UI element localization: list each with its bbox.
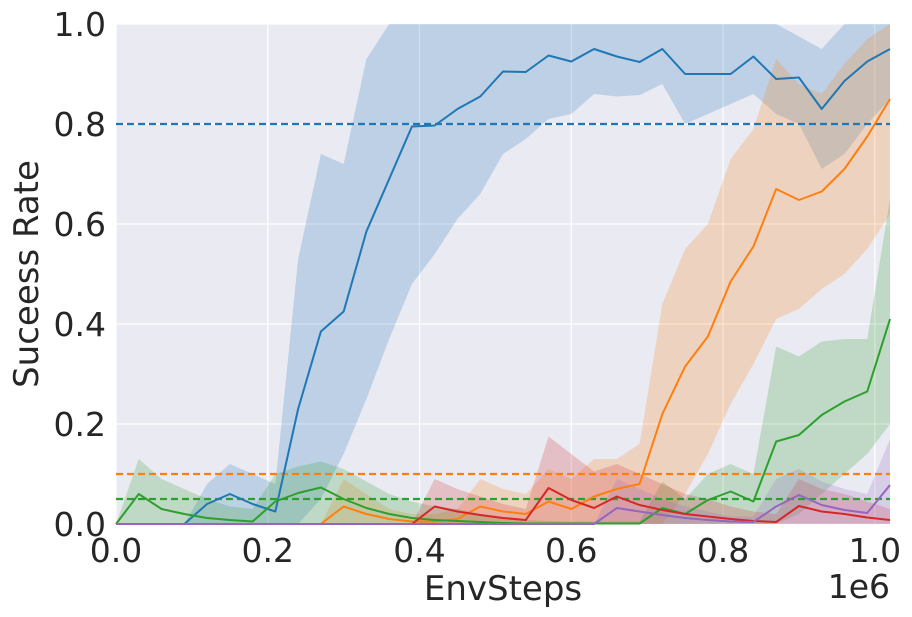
series-5-line [116,484,891,525]
x-axis-offset-label: 1e6 [828,567,890,606]
y-axis-label: Suceess Rate [7,160,47,388]
plot-area-background [116,24,890,524]
series-1-line [116,48,891,525]
series-2-band [116,24,890,524]
y-tick-label: 1.0 [54,5,106,44]
reference-lines [116,122,890,501]
series-4-band [116,436,890,524]
y-tick-label: 0.8 [54,105,106,144]
series-3-band [116,199,890,524]
x-tick-labels: 0.0 0.2 0.4 0.6 0.8 1.0 [90,531,901,570]
x-tick-label: 1.0 [849,531,901,570]
y-tick-labels: 0.0 0.2 0.4 0.6 0.8 1.0 [54,5,106,544]
x-tick-label: 0.0 [90,531,142,570]
series-5-band [116,439,890,524]
series-1-band [116,24,890,524]
x-axis-label: EnvSteps [424,569,582,609]
y-tick-label: 0.4 [54,305,106,344]
confidence-bands [116,24,890,524]
series-lines [115,48,891,525]
x-tick-label: 0.8 [697,531,749,570]
y-tick-label: 0.0 [54,505,106,544]
x-tick-label: 0.4 [393,531,445,570]
x-tick-label: 0.2 [242,531,294,570]
y-tick-label: 0.6 [54,205,106,244]
y-tick-label: 0.2 [54,405,106,444]
x-tick-label: 0.6 [545,531,597,570]
